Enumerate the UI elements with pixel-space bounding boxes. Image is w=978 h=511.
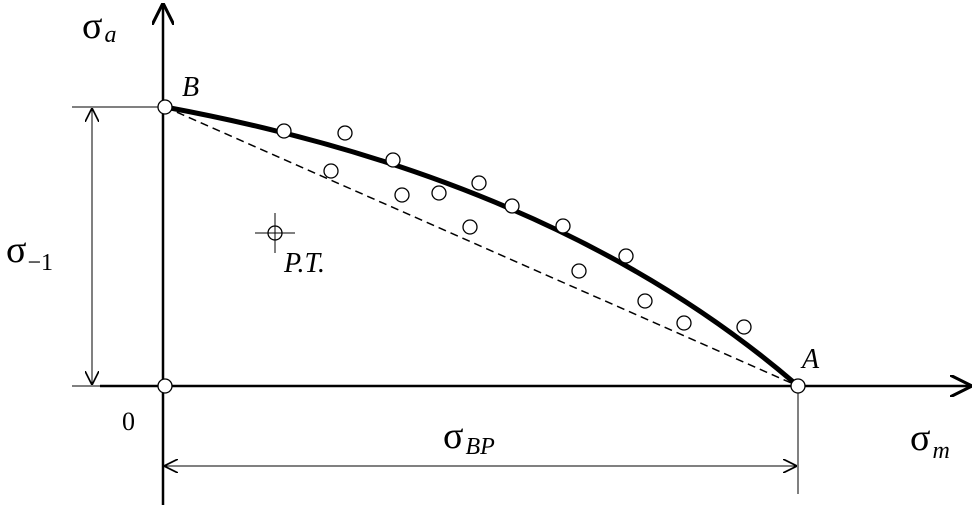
limit-curve (164, 104, 800, 388)
test-point (736, 319, 752, 335)
symbol: σ (6, 229, 26, 271)
test-point (462, 219, 478, 235)
point-b (157, 99, 173, 115)
test-point (394, 187, 410, 203)
test-point (337, 125, 353, 141)
test-point (571, 263, 587, 279)
test-point (431, 185, 447, 201)
test-point (385, 152, 401, 168)
endurance-limit-label: σ−1 (6, 229, 53, 276)
subscript: a (104, 22, 116, 48)
test-point (637, 293, 653, 309)
ultimate-strength-label: σBP (443, 415, 495, 460)
subscript: −1 (27, 250, 53, 276)
symbol: σ (443, 415, 463, 457)
test-point (676, 315, 692, 331)
point-a-label: A (800, 344, 820, 375)
symbol: σ (82, 5, 102, 47)
test-point (555, 218, 571, 234)
test-points (276, 123, 752, 335)
subscript: m (932, 438, 949, 464)
test-point (276, 123, 292, 139)
crosshair (255, 213, 295, 253)
x-axis-label: σm (910, 417, 950, 464)
test-point (471, 175, 487, 191)
test-point (618, 248, 634, 264)
subscript: BP (465, 434, 495, 460)
origin-point (157, 378, 173, 394)
goodman-line (164, 106, 799, 387)
origin-label: 0 (122, 407, 135, 436)
test-point-label: P.T. (283, 248, 325, 279)
y-axis-label: σa (82, 5, 116, 48)
point-b-label: B (182, 72, 199, 103)
test-point (323, 163, 339, 179)
symbol: σ (910, 417, 930, 459)
test-point (504, 198, 520, 214)
point-a (790, 378, 806, 394)
